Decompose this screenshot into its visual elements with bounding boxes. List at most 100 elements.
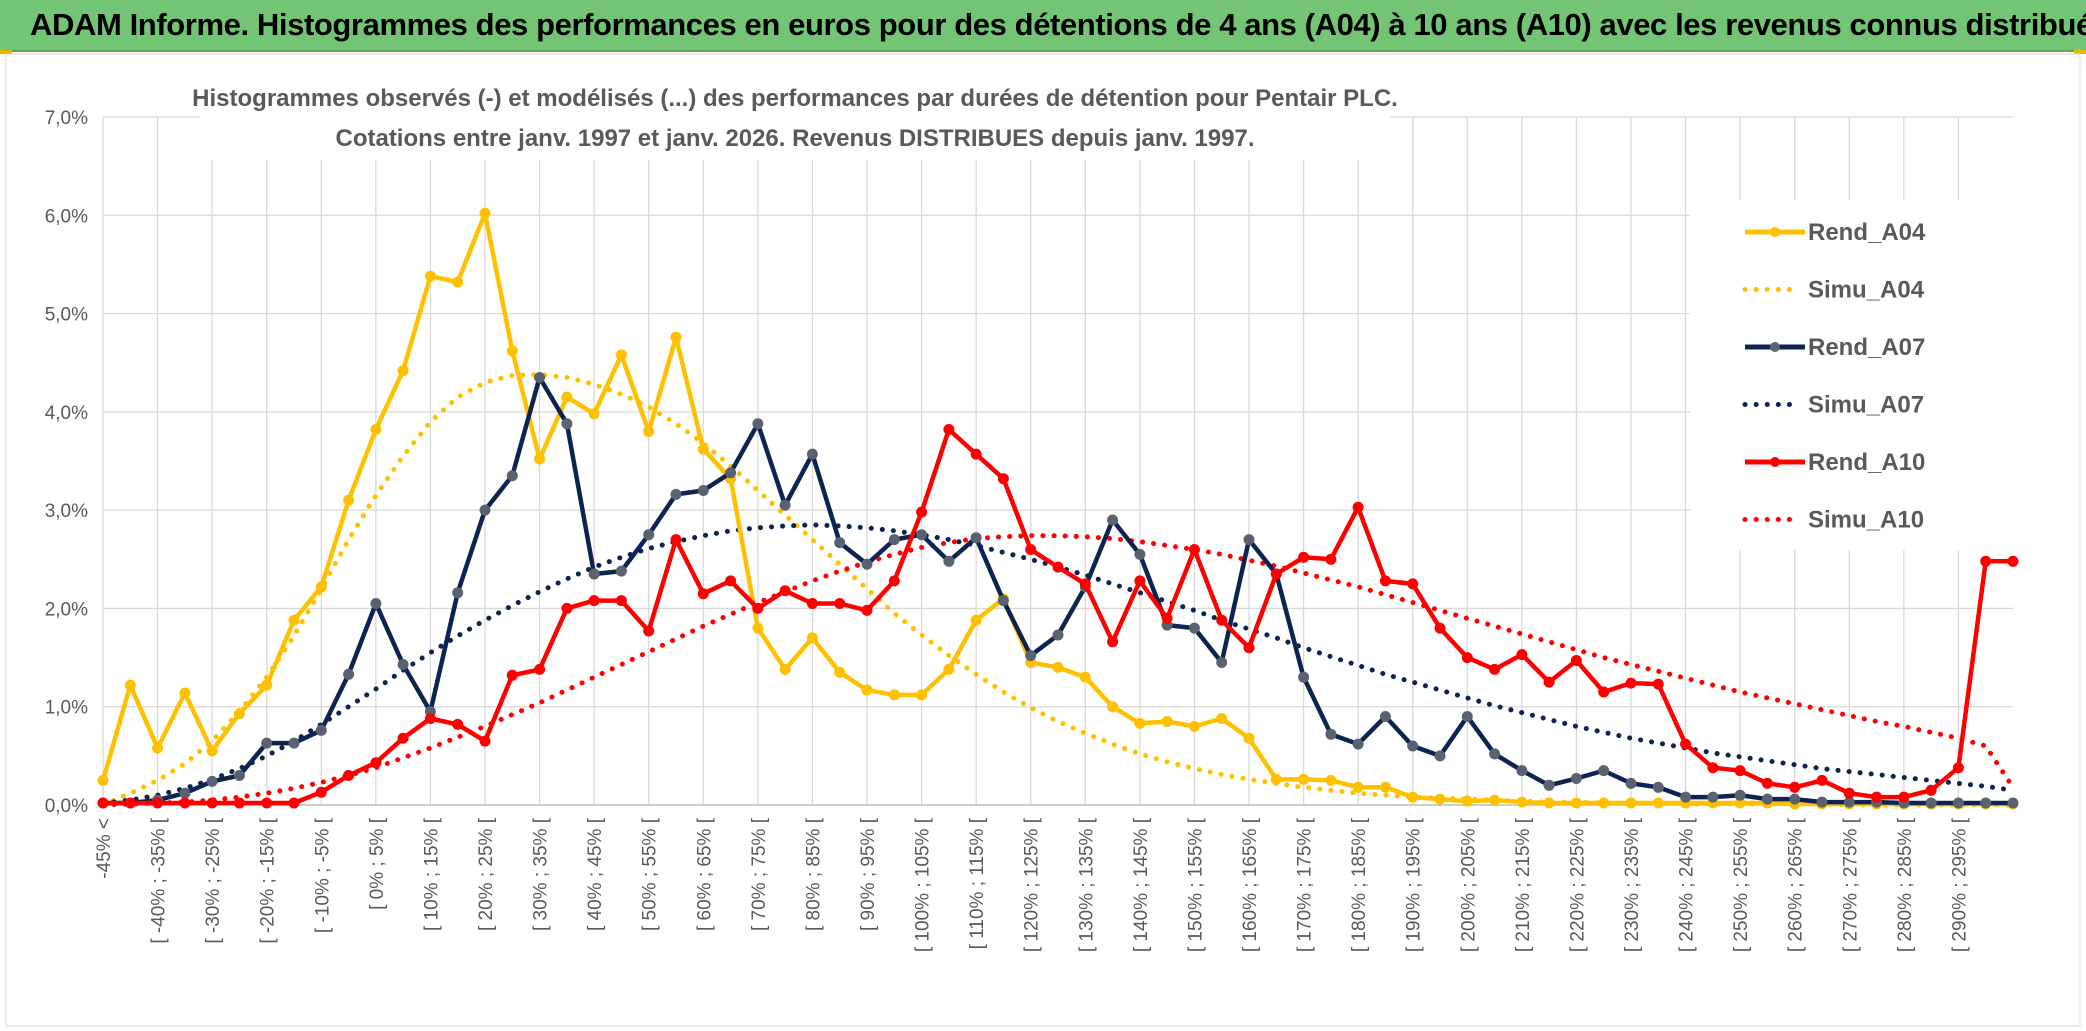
data-point [1816,796,1828,808]
data-point [1407,740,1419,752]
chart-title-background [200,78,1390,160]
data-point [1789,781,1801,793]
y-tick-label: 6,0% [45,206,88,227]
data-point [1243,732,1255,744]
y-tick-label: 7,0% [45,108,88,129]
data-point [1898,791,1910,803]
data-point [1925,784,1937,796]
x-tick-label: [ 170% ; 175% [ [1295,817,1316,952]
data-point [1052,561,1064,573]
data-point [1079,671,1091,683]
data-point [943,555,955,567]
data-point [1270,568,1282,580]
data-point [179,787,191,799]
data-point [888,689,900,701]
x-tick-label: [ 130% ; 135% [ [1076,817,1097,952]
data-point [1734,789,1746,801]
data-point [916,689,928,701]
data-point [1625,797,1637,809]
legend-label: Simu_A07 [1808,392,1924,419]
data-point [670,534,682,546]
x-tick-label: [ 70% ; 75% [ [749,817,770,931]
data-point [397,659,409,670]
x-tick-label: -45% < [94,818,115,879]
data-point [1625,777,1637,789]
data-point [834,666,846,678]
legend-item: Rend_A10 [1745,449,1925,476]
data-point [452,587,464,599]
data-point [1243,642,1255,654]
y-tick-label: 1,0% [45,698,88,719]
data-point [643,426,655,437]
data-point [1161,716,1173,727]
data-point [615,595,627,607]
x-tick-label: [ 220% ; 225% [ [1567,817,1588,952]
data-point [1188,720,1200,732]
legend-label: Simu_A10 [1808,507,1924,534]
data-point [752,622,764,634]
data-point [1107,701,1119,713]
data-point [943,663,955,675]
data-point [1461,652,1473,664]
data-point [1107,636,1119,648]
data-point [288,614,300,626]
data-point [1680,791,1692,803]
data-point [343,770,355,781]
data-point [1652,781,1664,793]
x-tick-label: [ 250% ; 255% [ [1731,817,1752,952]
data-point [1489,663,1501,675]
data-point [1980,555,1992,567]
data-point [397,732,409,744]
data-point [1434,793,1446,805]
data-point [1761,777,1773,789]
data-point [806,598,818,609]
data-point [424,270,436,282]
data-point [315,786,327,798]
data-point [670,331,682,343]
data-point [452,276,464,288]
data-point [124,679,136,691]
x-tick-label: [ 30% ; 35% [ [531,817,552,931]
data-point [970,448,982,460]
x-tick-label: [ 290% ; 295% [ [1949,817,1970,952]
x-tick-label: [ -10% ; -5% [ [312,817,333,933]
data-point [1543,797,1555,809]
data-point [561,391,573,403]
data-point [2007,797,2019,809]
x-tick-label: [ 270% ; 275% [ [1840,817,1861,952]
data-point [1379,781,1391,793]
legend-item: Rend_A04 [1745,219,1926,246]
data-point [916,529,928,541]
data-point [861,684,873,696]
data-point [534,372,546,383]
data-point [1652,678,1664,690]
series-layer [97,207,2019,810]
data-point [1625,677,1637,689]
legend-label: Rend_A07 [1808,334,1925,361]
y-axis: 0,0% 1,0% 2,0% 3,0% 4,0% 5,0% 6,0% 7,0% [45,108,88,817]
data-point [1352,501,1364,513]
corner-accent-right [2074,50,2086,54]
data-point [1352,738,1364,750]
data-point [1461,711,1473,722]
data-point [697,485,709,496]
y-tick-label: 0,0% [45,796,88,817]
data-point [997,473,1009,485]
data-point [288,737,300,749]
data-point [97,774,109,786]
data-point [1216,614,1228,626]
legend-marker [1770,457,1780,467]
data-point [861,558,873,570]
data-point [479,207,491,219]
data-point [424,713,436,724]
legend-item: Simu_A04 [1742,277,1925,304]
legend: Rend_A04 Simu_A04 Rend_A07 Simu_A07 Rend_A10… [1690,200,2030,550]
data-point [1298,671,1310,683]
data-point [779,663,791,675]
x-tick-label: [ 260% ; 265% [ [1786,817,1807,952]
data-point [370,598,382,609]
chart-title-line2: Cotations entre janv. 1997 et janv. 2026… [335,125,1254,152]
data-point [561,602,573,614]
